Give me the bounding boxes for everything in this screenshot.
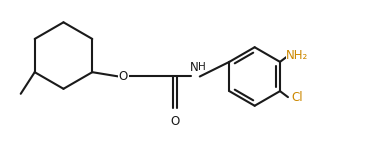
Text: Cl: Cl xyxy=(291,91,303,104)
Text: N: N xyxy=(189,61,198,74)
Text: NH₂: NH₂ xyxy=(286,49,308,62)
Text: H: H xyxy=(198,61,206,72)
Text: O: O xyxy=(119,70,128,83)
Text: O: O xyxy=(170,115,180,128)
